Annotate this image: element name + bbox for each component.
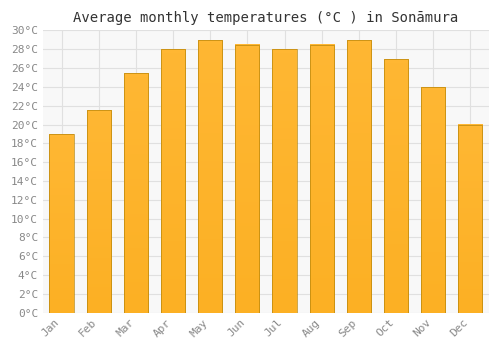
Bar bbox=[458, 125, 482, 313]
Bar bbox=[198, 40, 222, 313]
Bar bbox=[347, 40, 371, 313]
Bar bbox=[236, 44, 260, 313]
Bar bbox=[161, 49, 185, 313]
Bar bbox=[272, 49, 296, 313]
Bar bbox=[50, 134, 74, 313]
Bar bbox=[384, 59, 408, 313]
Bar bbox=[124, 73, 148, 313]
Bar bbox=[421, 87, 445, 313]
Title: Average monthly temperatures (°C ) in Sonāmura: Average monthly temperatures (°C ) in So… bbox=[74, 11, 458, 25]
Bar bbox=[310, 44, 334, 313]
Bar bbox=[86, 110, 111, 313]
